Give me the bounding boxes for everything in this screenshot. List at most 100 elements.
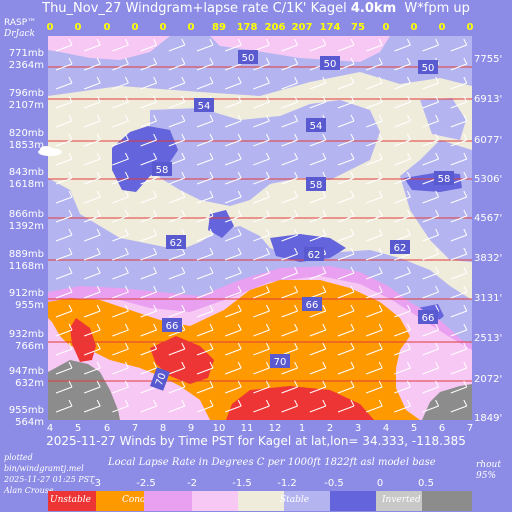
wind-barb xyxy=(281,329,298,337)
wind-barb xyxy=(422,386,439,394)
grey-ground-right xyxy=(422,384,472,420)
wind-barb-feather xyxy=(68,209,73,217)
wind-barb xyxy=(394,215,411,223)
wind-barb xyxy=(337,177,355,185)
wind-barb xyxy=(394,348,411,356)
wind-barb-feather xyxy=(322,76,327,84)
wstar-value: 75 xyxy=(351,22,365,33)
wind-barb xyxy=(450,386,467,394)
lapse-legend: Unstable Conditional Instability Stable … xyxy=(48,491,472,511)
wind-barb xyxy=(309,329,326,337)
orange-layer xyxy=(48,280,420,420)
wind-barb xyxy=(450,405,467,413)
wind-barb-feather xyxy=(96,190,101,198)
wind-barb xyxy=(253,291,270,299)
wind-barb-feather xyxy=(265,228,270,236)
wind-barb-feather xyxy=(350,304,355,312)
wind-barb-feather xyxy=(406,361,411,369)
wind-barb-feather xyxy=(435,399,440,407)
wind-barb-feather xyxy=(435,266,440,274)
grey-ground-left xyxy=(48,360,120,420)
wind-barb-feather xyxy=(435,228,440,236)
wind-barb xyxy=(253,253,270,261)
wind-barb-feather xyxy=(265,361,270,369)
wind-barb xyxy=(394,44,411,52)
wind-barb-feather xyxy=(237,171,242,179)
wind-barb xyxy=(422,367,439,375)
wind-barb xyxy=(225,405,242,413)
wind-barb-feather xyxy=(68,57,73,65)
right-axis-label: 3832' xyxy=(474,253,503,264)
wind-barb xyxy=(84,367,101,375)
wind-barb-feather xyxy=(322,304,327,312)
wind-barb xyxy=(55,310,73,318)
wind-barb xyxy=(140,215,157,223)
wind-barb-feather xyxy=(435,209,440,217)
wind-barb-feather xyxy=(378,133,383,141)
wind-barb-feather xyxy=(96,304,101,312)
wind-barb xyxy=(196,367,214,375)
svg-text:58: 58 xyxy=(438,174,451,185)
wind-barb-feather xyxy=(209,76,214,84)
wind-barb-feather xyxy=(237,38,242,46)
wind-barb xyxy=(253,386,270,394)
wind-barb-feather xyxy=(294,323,299,331)
wind-barb xyxy=(84,272,101,280)
wstar-value: 0 xyxy=(438,22,446,33)
wind-barb xyxy=(112,82,129,90)
wind-barb xyxy=(140,367,157,375)
wind-barb-feather xyxy=(124,133,129,141)
wind-barb-feather xyxy=(435,76,440,84)
wind-barb-feather xyxy=(265,76,270,84)
wind-barb-feather xyxy=(96,114,101,122)
wind-barb xyxy=(55,329,73,337)
wind-barb-feather xyxy=(153,304,158,312)
wind-barb-feather xyxy=(378,266,383,274)
wind-barb xyxy=(196,405,214,413)
wind-barb xyxy=(168,291,185,299)
wind-barb xyxy=(450,139,467,147)
wind-barb-feather xyxy=(322,95,327,103)
wind-barb-feather xyxy=(378,304,383,312)
wind-barb-feather xyxy=(237,95,242,103)
wind-barb-feather xyxy=(378,95,383,103)
wind-barb-feather xyxy=(96,342,101,350)
wind-barb xyxy=(196,215,214,223)
wind-barb xyxy=(253,82,270,90)
wind-barb-feather xyxy=(68,285,73,293)
wind-barb xyxy=(140,101,157,109)
wind-barb xyxy=(281,272,298,280)
wind-barb-feather xyxy=(463,228,468,236)
wind-barb xyxy=(55,291,73,299)
wind-barb-feather xyxy=(350,38,355,46)
red-core-bottom xyxy=(226,386,374,420)
wind-barb xyxy=(140,196,157,204)
wind-barb-feather xyxy=(435,285,440,293)
x-tick-label: 12 xyxy=(268,423,282,434)
wstar-value: 178 xyxy=(236,22,258,33)
wind-barb-feather xyxy=(406,228,411,236)
wind-barb xyxy=(281,234,298,242)
left-axis-label: 955mb 564m xyxy=(8,405,44,428)
svg-text:62: 62 xyxy=(394,243,407,254)
wind-barb-feather xyxy=(265,266,270,274)
wind-barb-feather xyxy=(350,399,355,407)
wind-barb xyxy=(450,329,467,337)
speed-label: 62 xyxy=(304,247,324,261)
wind-barb xyxy=(55,367,73,375)
wind-barb-feather xyxy=(378,399,383,407)
wind-barb xyxy=(168,177,185,185)
wind-barb xyxy=(140,234,157,242)
left-axis-label: 947mb 632m xyxy=(8,366,44,389)
wind-barb-feather xyxy=(322,152,327,160)
wind-barb xyxy=(281,82,298,90)
wstar-value: 0 xyxy=(74,22,82,33)
wind-barb xyxy=(309,101,326,109)
wind-barb-feather xyxy=(209,38,214,46)
wind-barb xyxy=(84,158,101,166)
wind-barb xyxy=(84,120,101,128)
wind-barb-feather xyxy=(265,380,270,388)
wind-barb-feather xyxy=(181,304,186,312)
wind-barb-feather xyxy=(209,152,214,160)
